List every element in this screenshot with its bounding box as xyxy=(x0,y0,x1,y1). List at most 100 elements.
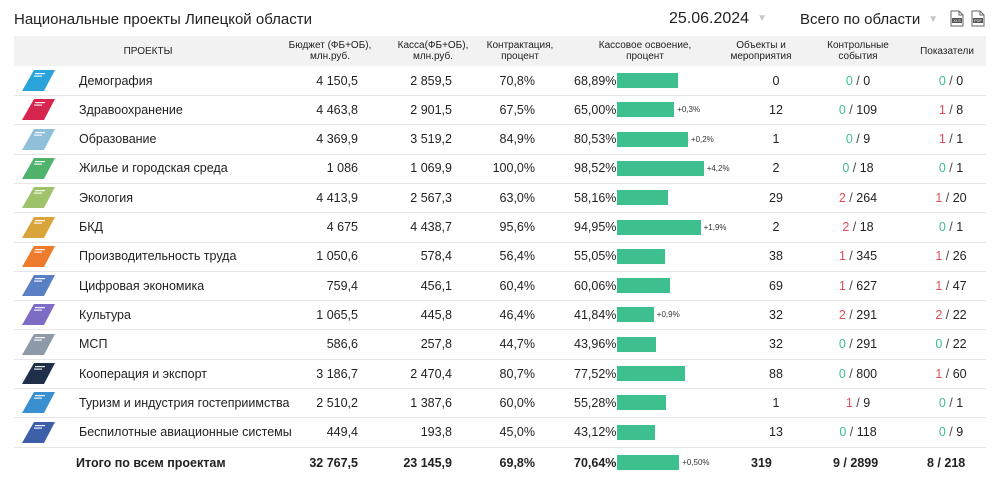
table-row[interactable]: БКД 4 675 4 438,7 95,6% 94,95% +1,9% 2 2… xyxy=(14,213,986,243)
table-row[interactable]: Образование 4 369,9 3 519,2 84,9% 80,53%… xyxy=(14,125,986,155)
project-name[interactable]: Беспилотные авиационные системы xyxy=(79,425,292,440)
project-name[interactable]: Туризм и индустрия гостеприимства xyxy=(79,395,290,410)
indicators[interactable]: 1 / 20 xyxy=(935,190,967,205)
indicators[interactable]: 0 / 22 xyxy=(935,337,967,352)
project-name[interactable]: Образование xyxy=(79,132,157,147)
indicators[interactable]: 0 / 0 xyxy=(938,73,964,88)
control-events[interactable]: 0 / 0 xyxy=(845,73,871,88)
control-events[interactable]: 2 / 291 xyxy=(838,307,878,322)
chevron-down-icon: ▼ xyxy=(928,14,939,25)
contract-value: 95,6% xyxy=(499,220,535,234)
indicators[interactable]: 2 / 22 xyxy=(935,307,967,322)
project-name[interactable]: Культура xyxy=(79,307,131,322)
date-value: 25.06.2024 xyxy=(669,10,750,27)
control-events[interactable]: 2 / 18 xyxy=(842,220,874,234)
region-value: Всего по области xyxy=(800,11,921,28)
project-name[interactable]: Здравоохранение xyxy=(79,102,183,117)
indicators-total: 0 xyxy=(956,73,964,88)
table-row[interactable]: Производительность труда 1 050,6 578,4 5… xyxy=(14,242,986,272)
col-budget: Бюджет (ФБ+ОБ), млн.руб. xyxy=(288,40,372,62)
control-events[interactable]: 0 / 291 xyxy=(838,337,878,352)
control-events[interactable]: 1 / 627 xyxy=(838,278,878,293)
indicators-total: 20 xyxy=(952,190,967,205)
project-logo-icon xyxy=(22,392,55,414)
date-select[interactable]: 25.06.2024 ▼ xyxy=(669,10,767,30)
xlsx-file-icon[interactable]: XLS xyxy=(950,10,964,27)
control-events[interactable]: 0 / 118 xyxy=(839,425,877,440)
progress-bar xyxy=(617,102,675,118)
contract-value: 60,4% xyxy=(499,278,535,293)
indicators[interactable]: 1 / 1 xyxy=(938,132,964,147)
indicators[interactable]: 1 / 47 xyxy=(935,278,967,293)
cash-value: 4 438,7 xyxy=(410,220,452,234)
indicators-total: 60 xyxy=(952,366,967,381)
indicators-done: 0 xyxy=(938,161,946,176)
project-name[interactable]: МСП xyxy=(79,337,108,352)
progress-bar xyxy=(617,455,680,470)
page-title: Национальные проекты Липецкой области xyxy=(14,11,312,28)
indicators-done: 1 xyxy=(935,190,943,205)
region-select[interactable]: Всего по области ▼ xyxy=(800,11,938,31)
control-events[interactable]: 0 / 109 xyxy=(838,102,878,117)
control-events[interactable]: 0 / 800 xyxy=(838,366,878,381)
table-row[interactable]: Туризм и индустрия гостеприимства 2 510,… xyxy=(14,388,986,419)
indicators[interactable]: 0 / 9 xyxy=(938,425,964,440)
table-row[interactable]: Цифровая экономика 759,4 456,1 60,4% 60,… xyxy=(14,271,986,302)
table-row[interactable]: Культура 1 065,5 445,8 46,4% 41,84% +0,9… xyxy=(14,300,986,331)
project-logo-icon xyxy=(22,70,55,91)
indicators-total: 47 xyxy=(952,278,967,293)
project-name[interactable]: Демография xyxy=(79,73,153,88)
project-logo-icon xyxy=(22,421,55,443)
objects-value: 32 xyxy=(769,337,783,352)
project-logo-icon xyxy=(22,99,55,121)
indicators[interactable]: 1 / 26 xyxy=(935,249,967,264)
control-events[interactable]: 2 / 264 xyxy=(838,190,878,205)
exec-value: 55,28% xyxy=(574,395,617,410)
table-row[interactable]: Экология 4 413,9 2 567,3 63,0% 58,16% 29… xyxy=(14,183,986,214)
objects-value: 32 xyxy=(769,307,783,322)
budget-value: 3 186,7 xyxy=(316,366,358,381)
indicators-done: 2 xyxy=(935,307,943,322)
progress-bar xyxy=(617,131,688,147)
exec-value: 98,52% xyxy=(574,161,617,176)
table-row[interactable]: Беспилотные авиационные системы 449,4 19… xyxy=(14,418,986,448)
project-name[interactable]: Цифровая экономика xyxy=(79,278,205,293)
table-row[interactable]: МСП 586,6 257,8 44,7% 43,96% 32 0 / 291 … xyxy=(14,330,986,360)
cash-value: 2 859,5 xyxy=(410,73,452,88)
total-indicators: 8 / 218 xyxy=(927,455,966,470)
control-total: 0 xyxy=(863,73,871,88)
cash-value: 193,8 xyxy=(420,425,452,440)
table-row[interactable]: Демография 4 150,5 2 859,5 70,8% 68,89% … xyxy=(14,66,986,96)
control-events[interactable]: 1 / 345 xyxy=(838,249,878,264)
project-name[interactable]: Жилье и городская среда xyxy=(79,161,228,176)
indicators[interactable]: 0 / 1 xyxy=(938,220,964,234)
pdf-file-icon[interactable]: PDF xyxy=(971,10,985,27)
indicators[interactable]: 1 / 8 xyxy=(938,102,964,117)
contract-value: 84,9% xyxy=(499,132,535,147)
indicators-done: 1 xyxy=(935,249,943,264)
cash-value: 257,8 xyxy=(420,337,452,352)
project-name[interactable]: Производительность труда xyxy=(79,249,237,264)
project-name[interactable]: БКД xyxy=(79,220,103,234)
table-row[interactable]: Жилье и городская среда 1 086 1 069,9 10… xyxy=(14,154,986,184)
exec-value: 80,53% xyxy=(574,132,617,147)
indicators[interactable]: 0 / 1 xyxy=(938,161,964,176)
indicators[interactable]: 1 / 60 xyxy=(935,366,967,381)
project-name[interactable]: Экология xyxy=(79,190,133,205)
control-events[interactable]: 0 / 18 xyxy=(842,161,874,176)
control-events[interactable]: 0 / 9 xyxy=(845,132,871,147)
col-indicators: Показатели xyxy=(920,45,974,57)
control-done: 1 xyxy=(845,395,853,410)
table-row[interactable]: Кооперация и экспорт 3 186,7 2 470,4 80,… xyxy=(14,359,986,389)
exec-value: 77,52% xyxy=(574,366,617,381)
table-row[interactable]: Здравоохранение 4 463,8 2 901,5 67,5% 65… xyxy=(14,95,986,126)
budget-value: 1 086 xyxy=(326,161,358,176)
indicators[interactable]: 0 / 1 xyxy=(938,395,964,410)
col-control: Контрольные события xyxy=(827,40,889,62)
control-done: 1 xyxy=(838,278,846,293)
project-logo-icon xyxy=(22,157,55,179)
control-done: 2 xyxy=(838,190,846,205)
project-name[interactable]: Кооперация и экспорт xyxy=(79,366,208,381)
control-events[interactable]: 1 / 9 xyxy=(845,395,871,410)
control-total: 9 xyxy=(863,132,871,147)
